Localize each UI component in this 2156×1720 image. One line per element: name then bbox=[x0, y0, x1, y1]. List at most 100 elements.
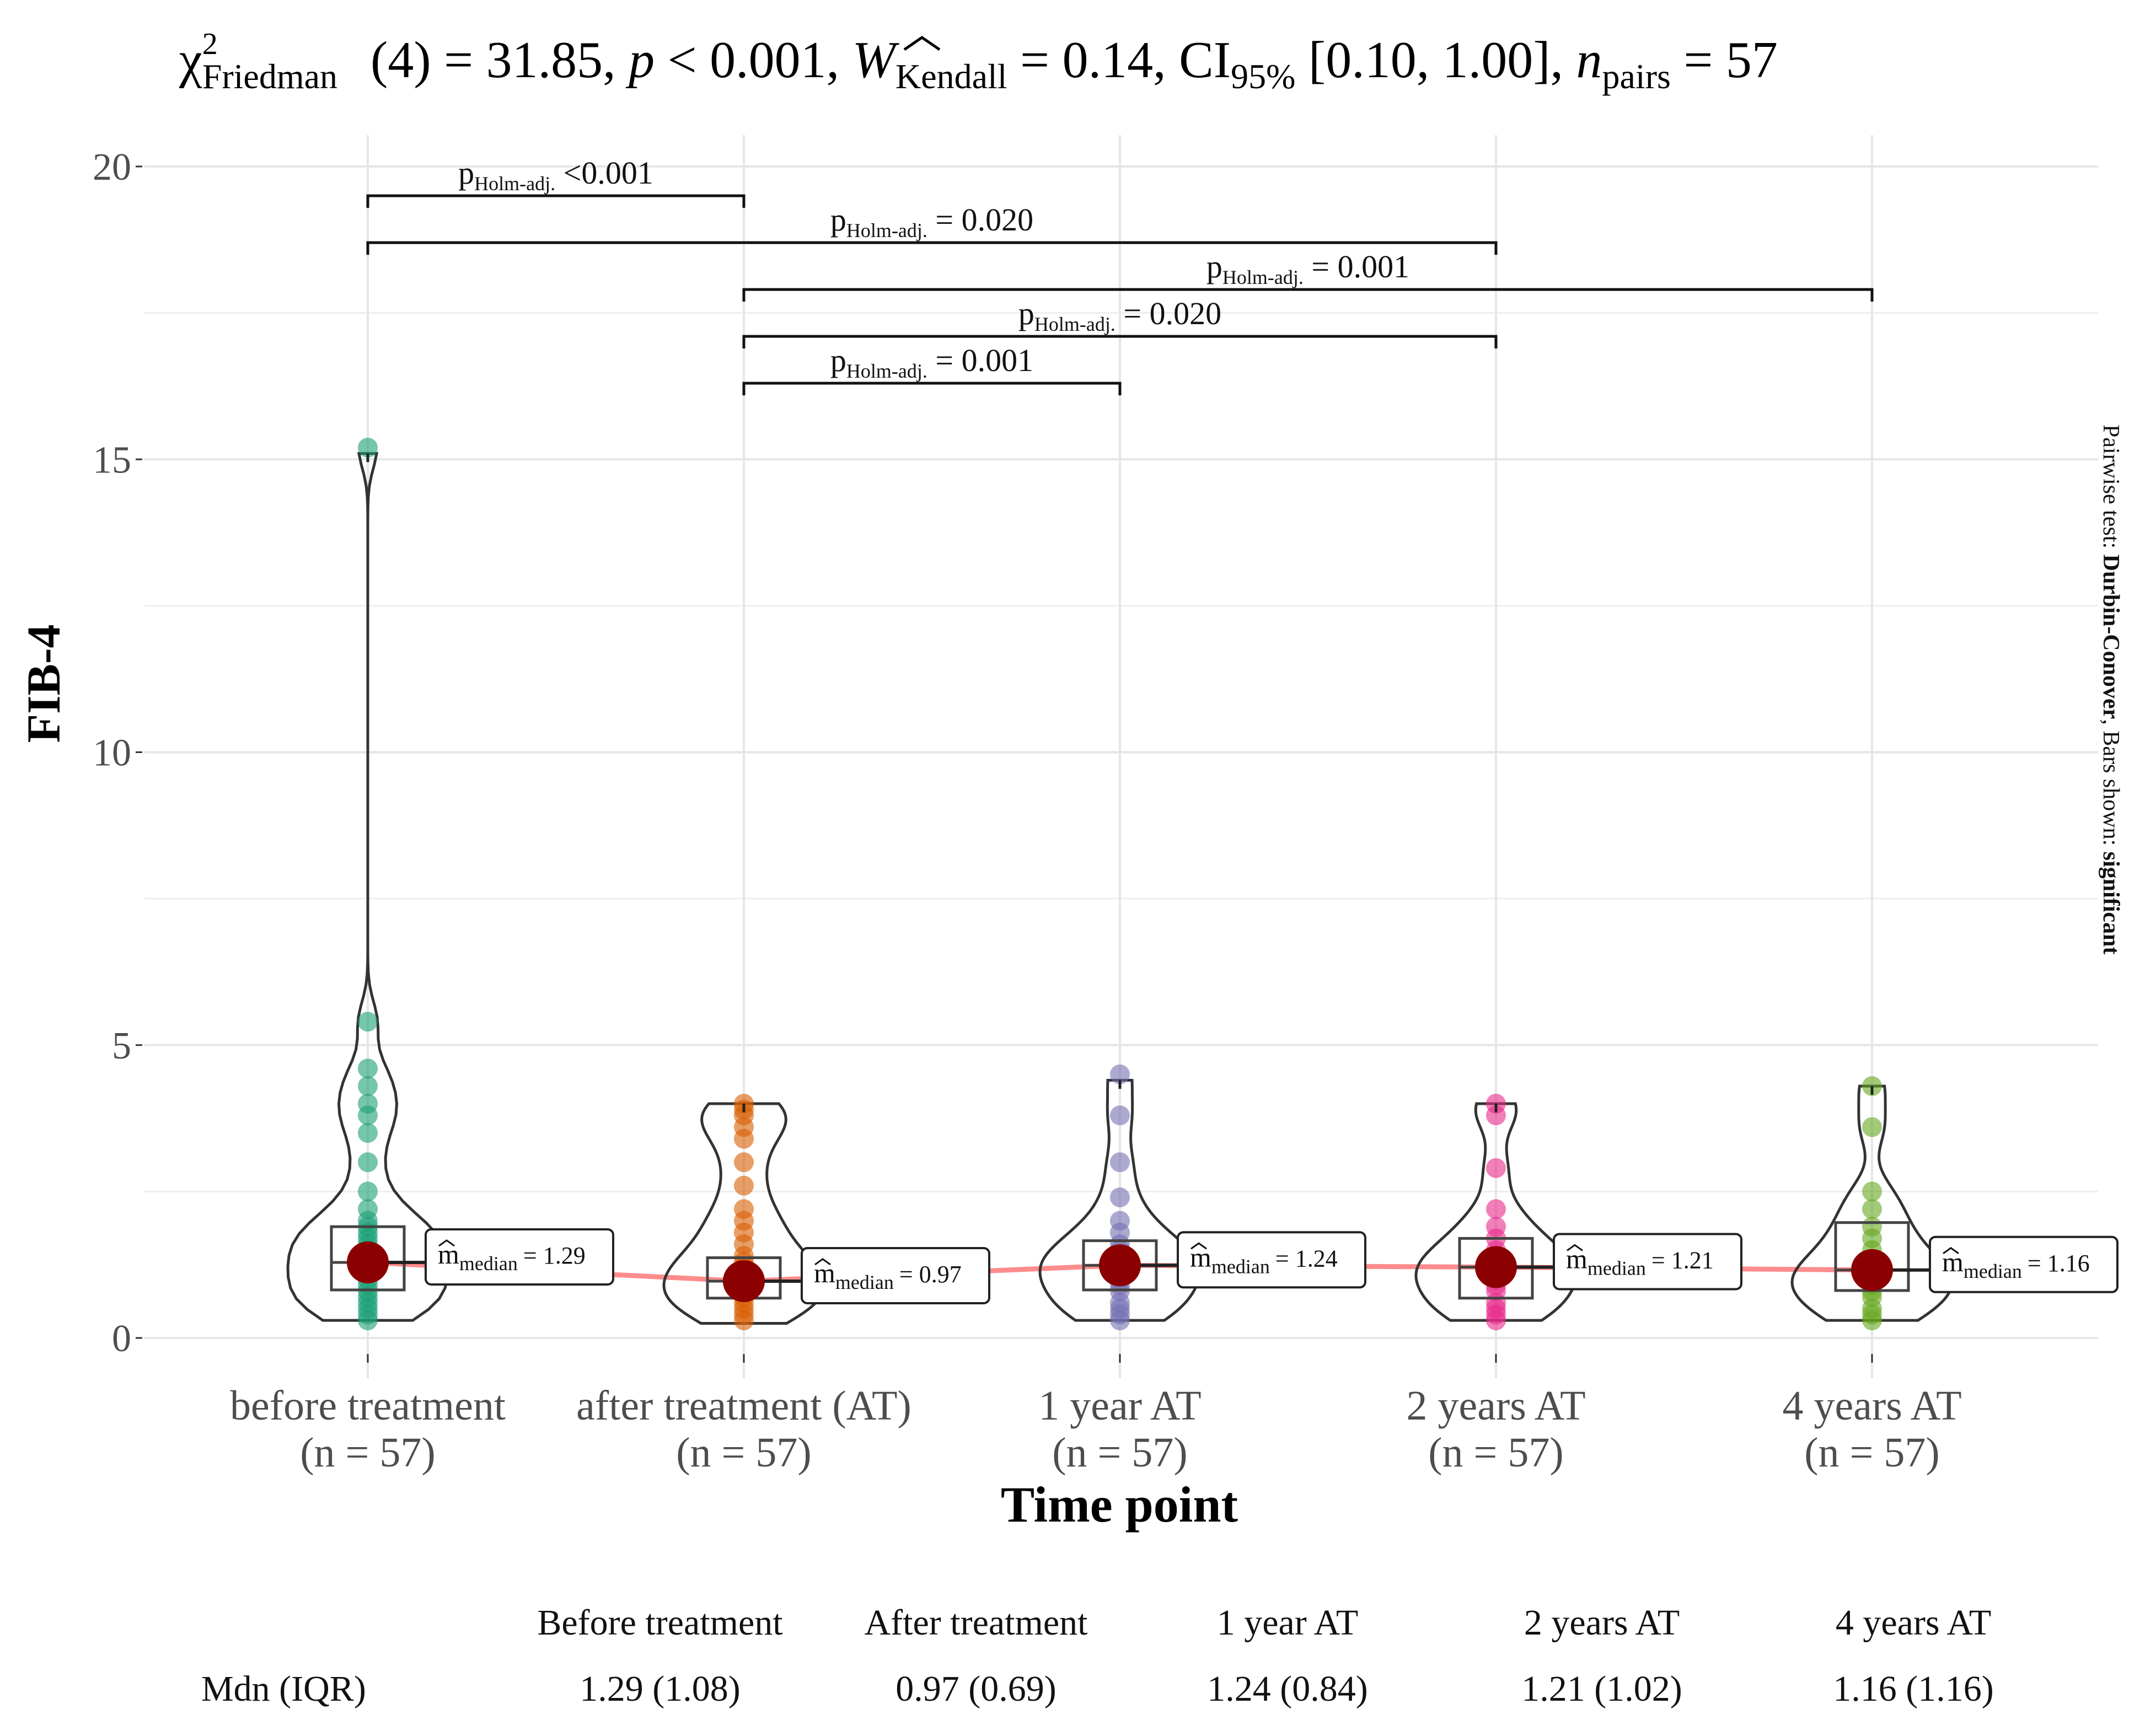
y-axis: 0 5 10 15 20 bbox=[93, 146, 142, 1360]
comparison-p-label: pHolm-adj. = 0.020 bbox=[830, 202, 1033, 241]
table-cell: 0.97 (0.69) bbox=[895, 1669, 1056, 1709]
x-tick-label: before treatment bbox=[230, 1383, 506, 1429]
pairwise-note-prefix: Pairwise test: bbox=[2098, 424, 2123, 555]
data-point bbox=[358, 438, 378, 458]
y-axis-title: FIB-4 bbox=[17, 625, 70, 743]
median-label-text: mmedian = 1.21 bbox=[1566, 1243, 1714, 1279]
median-label: mmedian = 1.21 bbox=[1553, 1233, 1742, 1291]
hat-icon bbox=[438, 1239, 455, 1247]
subtitle-n-val: = 57 bbox=[1671, 31, 1778, 89]
median-label-box bbox=[1553, 1233, 1742, 1291]
violin-4 bbox=[1790, 1084, 1954, 1322]
comparison-bracket bbox=[366, 194, 746, 208]
x-axis: before treatment(n = 57)after treatment … bbox=[230, 1354, 1962, 1476]
median-markers bbox=[347, 1241, 1933, 1302]
comparison-p-label: pHolm-adj. = 0.020 bbox=[1018, 295, 1221, 335]
data-point bbox=[358, 1181, 378, 1202]
subtitle-n-sub: pairs bbox=[1602, 57, 1671, 96]
x-tick-n-label: (n = 57) bbox=[1052, 1429, 1187, 1476]
x-tick-n-label: (n = 57) bbox=[300, 1429, 435, 1476]
median-label-box bbox=[425, 1228, 614, 1286]
median-point bbox=[723, 1260, 765, 1302]
subtitle-ci-sub: 95% bbox=[1231, 57, 1295, 96]
hat-icon bbox=[1567, 1244, 1583, 1251]
data-point bbox=[734, 1199, 754, 1219]
data-point bbox=[1486, 1199, 1506, 1219]
y-tick-label: 5 bbox=[112, 1025, 131, 1067]
y-tick-label: 20 bbox=[93, 146, 131, 189]
comparison-bracket bbox=[742, 335, 1498, 349]
data-point bbox=[1110, 1105, 1130, 1126]
y-tick-label: 15 bbox=[93, 439, 131, 481]
pairwise-note-test: Durbin-Conover bbox=[2098, 555, 2123, 719]
subtitle-chi-sup: 2 bbox=[202, 27, 218, 61]
median-point bbox=[347, 1241, 389, 1283]
subtitle-ci-val: [0.10, 1.00], bbox=[1295, 31, 1576, 89]
subtitle-w: W bbox=[852, 31, 900, 89]
subtitle-stat: (4) = 31.85, bbox=[371, 31, 629, 89]
subtitle-n: n bbox=[1576, 31, 1602, 89]
subtitle-chi: χ bbox=[179, 31, 202, 89]
data-point bbox=[358, 1076, 378, 1096]
comparison-p-label: pHolm-adj. = 0.001 bbox=[830, 342, 1033, 382]
y-tick-label: 0 bbox=[112, 1318, 131, 1360]
comparison-bracket bbox=[742, 288, 1874, 302]
median-label-box bbox=[1177, 1231, 1366, 1289]
data-point bbox=[1862, 1181, 1882, 1202]
x-axis-title: Time point bbox=[1001, 1476, 1238, 1533]
x-tick-n-label: (n = 57) bbox=[1428, 1429, 1563, 1476]
data-point bbox=[358, 1058, 378, 1079]
table-cell: 1.24 (0.84) bbox=[1207, 1669, 1367, 1709]
table-cell: 1.29 (1.08) bbox=[580, 1669, 740, 1709]
data-point bbox=[1862, 1199, 1882, 1219]
x-tick-n-label: (n = 57) bbox=[676, 1429, 811, 1476]
hat-icon bbox=[1943, 1246, 1959, 1254]
box-0 bbox=[330, 1225, 406, 1292]
median-point bbox=[1851, 1249, 1893, 1291]
hat-icon bbox=[1190, 1242, 1207, 1250]
table-header: Before treatment bbox=[537, 1603, 782, 1643]
median-point bbox=[1475, 1246, 1517, 1288]
data-point bbox=[1486, 1158, 1506, 1178]
subtitle-w-sub: Kendall bbox=[895, 57, 1007, 96]
data-point bbox=[1486, 1217, 1506, 1237]
violin-1 bbox=[662, 1102, 825, 1325]
x-tick-label: after treatment (AT) bbox=[576, 1383, 911, 1429]
median-label-box bbox=[1929, 1235, 2119, 1293]
table-header: 2 years AT bbox=[1524, 1603, 1680, 1643]
data-point bbox=[734, 1175, 754, 1196]
comparison-p-label: pHolm-adj. <0.001 bbox=[458, 155, 653, 195]
median-label: mmedian = 1.16 bbox=[1929, 1235, 2119, 1293]
median-label: mmedian = 0.97 bbox=[801, 1246, 990, 1304]
data-point bbox=[1110, 1152, 1130, 1173]
data-point bbox=[358, 1123, 378, 1143]
subtitle-p: p bbox=[625, 31, 655, 89]
median-point bbox=[1099, 1244, 1141, 1287]
subtitle-p-val: < 0.001, bbox=[655, 31, 852, 89]
median-label-box bbox=[801, 1246, 990, 1304]
comparison-bracket bbox=[742, 381, 1122, 396]
data-point bbox=[358, 1152, 378, 1173]
median-label-text: mmedian = 1.24 bbox=[1190, 1241, 1338, 1277]
table-header: After treatment bbox=[865, 1603, 1088, 1643]
x-tick-n-label: (n = 57) bbox=[1804, 1429, 1939, 1476]
x-tick-label: 2 years AT bbox=[1406, 1383, 1585, 1429]
median-label: mmedian = 1.29 bbox=[425, 1228, 614, 1286]
w-hat-icon bbox=[903, 35, 941, 51]
comparison-brackets: pHolm-adj. <0.001 pHolm-adj. = 0.020 pHolm… bbox=[366, 155, 1874, 396]
median-labels: mmedian = 1.29 mmedian = 0.97 mmedian = 1.24 m… bbox=[425, 1228, 2119, 1304]
data-point bbox=[358, 1199, 378, 1219]
subtitle-w-val: = 0.14, CI bbox=[1007, 31, 1231, 89]
data-point bbox=[358, 1012, 378, 1032]
comparison-p-label: pHolm-adj. = 0.001 bbox=[1206, 249, 1409, 288]
data-point bbox=[1110, 1187, 1130, 1207]
median-label-text: mmedian = 1.29 bbox=[438, 1239, 586, 1275]
data-point bbox=[1862, 1117, 1882, 1137]
summary-table: Before treatment After treatment 1 year AT… bbox=[201, 1603, 1994, 1709]
pairwise-note-shown: significant bbox=[2098, 852, 2123, 955]
chart-subtitle: χ2 Friedman (4) = 31.85, p < 0.001, WKenda… bbox=[179, 27, 1778, 96]
pairwise-note-mid: , Bars shown: bbox=[2098, 719, 2123, 851]
median-label-text: mmedian = 1.16 bbox=[1942, 1246, 2090, 1282]
median-label: mmedian = 1.24 bbox=[1177, 1231, 1366, 1289]
